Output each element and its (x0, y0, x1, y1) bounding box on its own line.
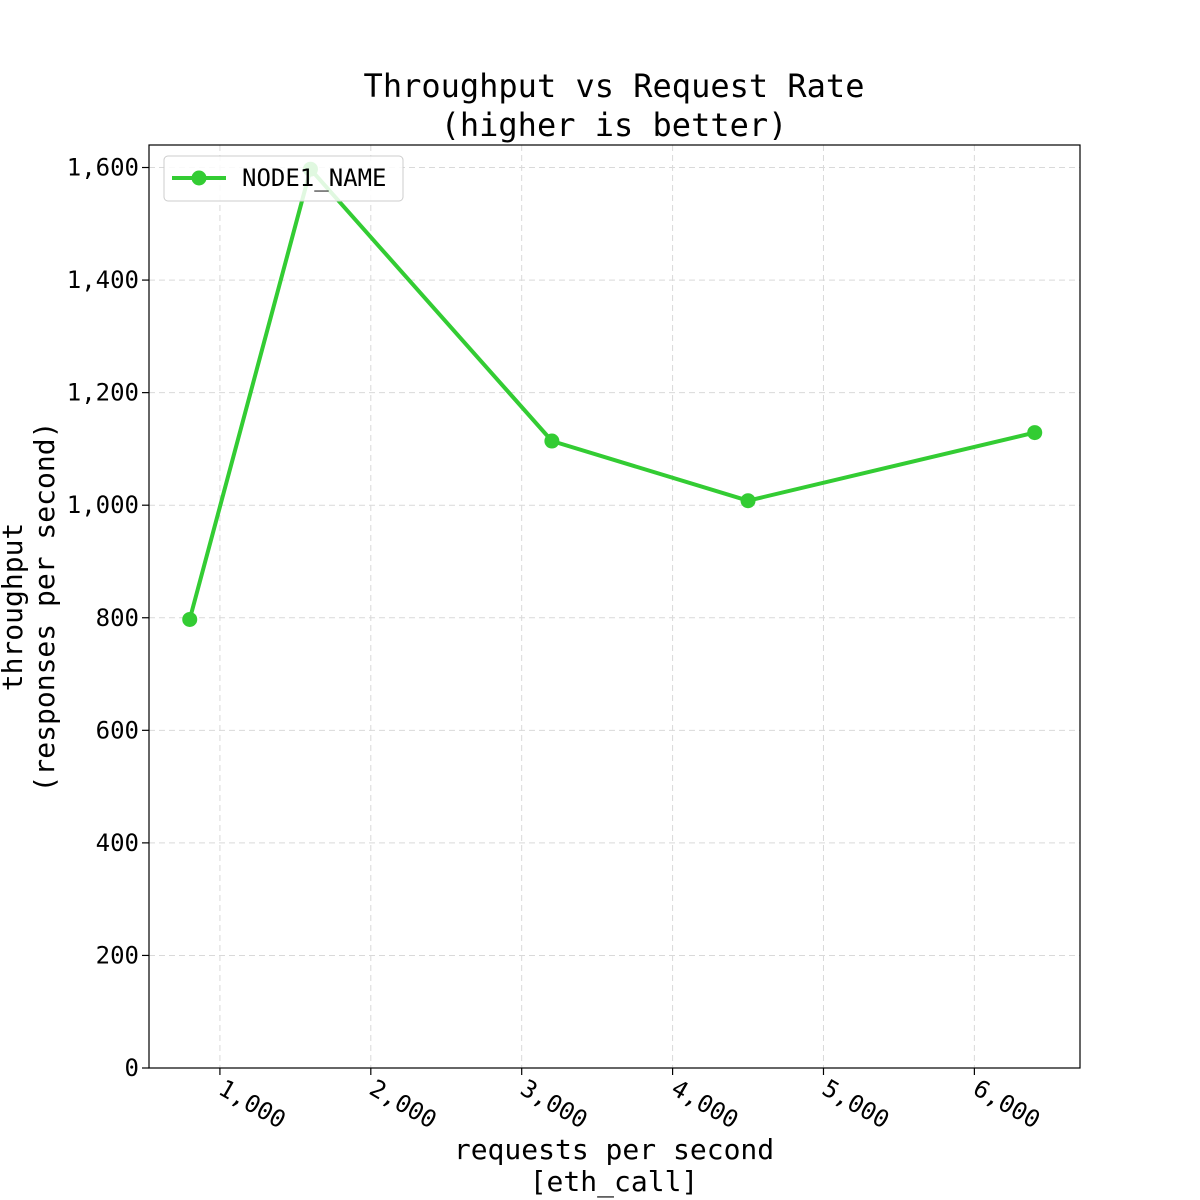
x-axis-ticks: 1,000 2,000 3,000 4,000 5,000 6,000 (214, 1068, 1045, 1134)
data-point (740, 493, 756, 509)
series-line (187, 167, 1036, 620)
y-tick-label: 1,600 (67, 154, 139, 182)
x-tick-label: 5,000 (817, 1074, 894, 1134)
y-axis-label-line-2: (responses per second) (28, 422, 61, 793)
y-tick-label: 1,000 (67, 491, 139, 519)
x-tick-label: 3,000 (516, 1074, 593, 1134)
chart-title-line-1: Throughput vs Request Rate (364, 67, 865, 105)
y-axis-ticks: 0 200 400 600 800 1,000 1,200 1,400 1,600 (67, 154, 149, 1082)
x-axis-label-line-2: [eth_call] (530, 1165, 699, 1199)
legend: NODE1_NAME (163, 155, 404, 202)
series-layer (182, 161, 1043, 627)
grid-lines (149, 145, 1080, 1069)
x-axis-label-line-1: requests per second (454, 1133, 774, 1166)
legend-box (163, 155, 404, 202)
y-axis-label-line-1: throughput (0, 523, 29, 692)
data-point (182, 611, 198, 627)
y-tick-label: 0 (125, 1054, 139, 1082)
x-tick-label: 2,000 (365, 1074, 442, 1134)
y-tick-label: 800 (96, 604, 139, 632)
x-tick-label: 1,000 (214, 1074, 291, 1134)
legend-label: NODE1_NAME (242, 164, 387, 192)
data-point (1027, 425, 1043, 441)
x-tick-label: 6,000 (968, 1074, 1045, 1134)
plot-area-frame (148, 144, 1081, 1069)
legend-marker (191, 170, 207, 186)
x-tick-label: 4,000 (667, 1074, 744, 1134)
y-tick-label: 1,200 (67, 379, 139, 407)
y-tick-label: 600 (96, 716, 139, 744)
y-tick-label: 400 (96, 829, 139, 857)
y-tick-label: 1,400 (67, 266, 139, 294)
data-point (544, 433, 560, 449)
y-tick-label: 200 (96, 941, 139, 969)
chart-title-line-2: (higher is better) (441, 106, 788, 144)
